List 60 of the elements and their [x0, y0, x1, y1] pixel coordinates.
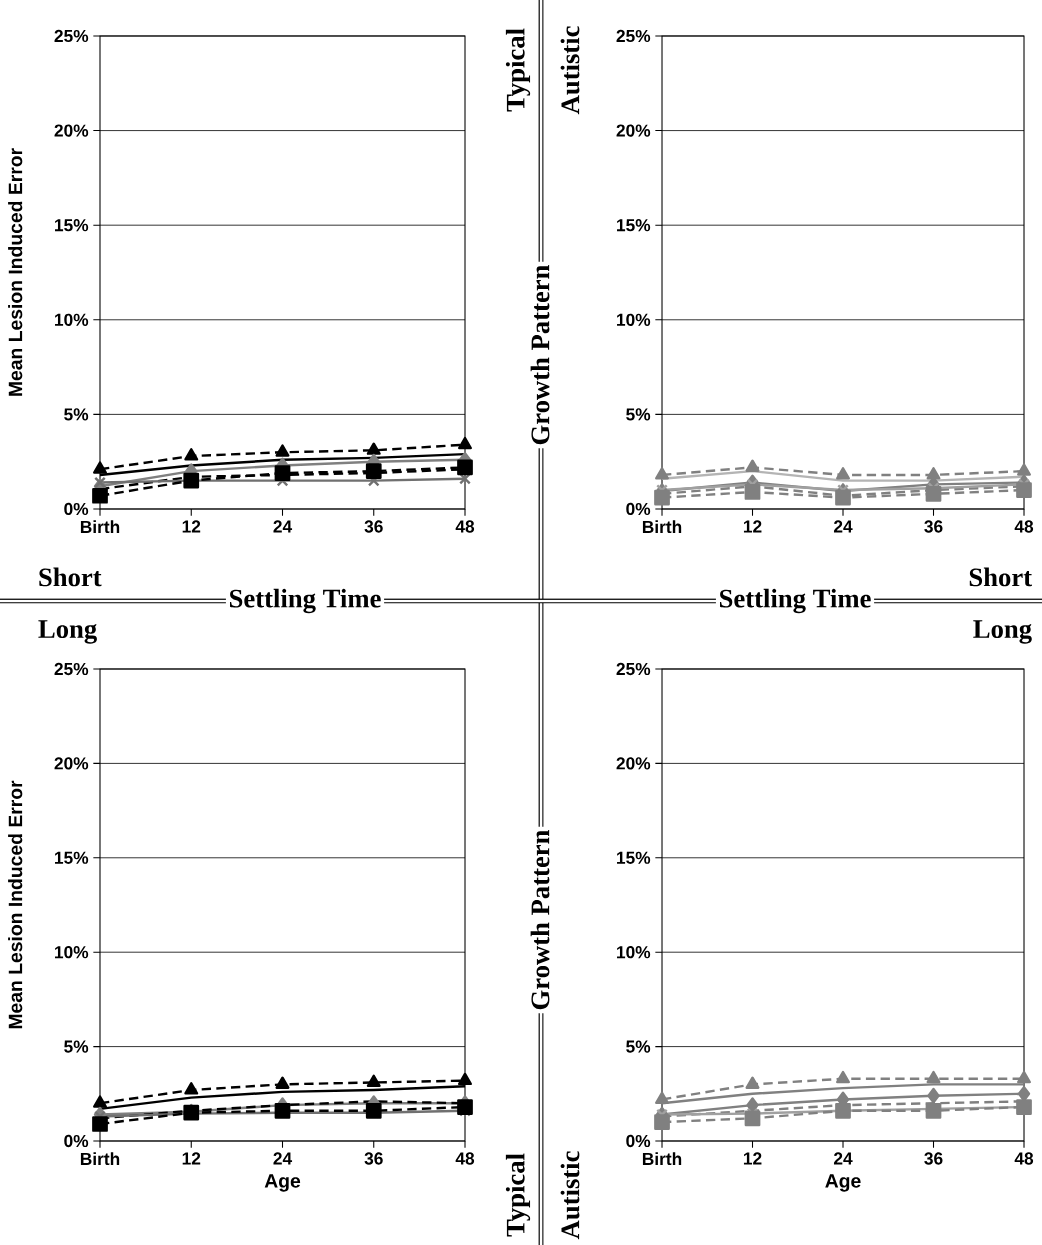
y-tick-label: 10%: [55, 313, 89, 326]
text: Growth Pattern: [530, 829, 550, 1010]
x-tick-label: 36: [924, 520, 943, 533]
y-tick-label: 0%: [64, 502, 89, 516]
y-axis-title: Mean Lesion Induced Error: [8, 148, 23, 396]
x-axis-title: Age: [825, 1174, 861, 1192]
text: Long: [38, 620, 97, 644]
y-tick-label: 5%: [64, 408, 89, 421]
x-tick-label: 36: [364, 520, 383, 533]
y-tick-label: 25%: [54, 662, 89, 676]
y-axis-title: Mean Lesion Induced Error: [8, 780, 23, 1029]
x-tick-label: 36: [924, 1152, 943, 1165]
y-tick-label: 25%: [616, 29, 651, 43]
y-tick-label: 15%: [617, 219, 651, 232]
text: Growth Pattern: [530, 264, 550, 445]
x-tick-label: 12: [743, 1152, 762, 1165]
y-tick-label: 25%: [54, 29, 89, 43]
text: Typical: [505, 28, 531, 112]
x-tick-label: Birth: [80, 1152, 120, 1166]
x-tick-label: 48: [1014, 520, 1034, 533]
x-axis-title: Age: [264, 1174, 301, 1192]
x-tick-label: 24: [273, 1152, 293, 1165]
text: Short: [39, 567, 102, 587]
y-tick-label: 5%: [626, 1040, 651, 1053]
y-tick-label: 5%: [64, 1040, 89, 1053]
text: Long: [973, 620, 1032, 644]
x-tick-label: Birth: [642, 520, 682, 534]
x-tick-label: 12: [182, 1152, 201, 1165]
y-tick-label: 20%: [616, 124, 651, 137]
text: Typical: [505, 1153, 531, 1237]
y-tick-label: 0%: [626, 502, 651, 516]
text: Autistic: [560, 1151, 580, 1240]
text: Short: [969, 567, 1032, 587]
y-tick-label: 20%: [54, 757, 89, 770]
x-tick-label: 12: [743, 520, 762, 533]
y-tick-label: 0%: [626, 1134, 651, 1148]
y-tick-label: 15%: [55, 851, 89, 864]
y-tick-label: 20%: [616, 757, 651, 770]
x-tick-label: 12: [182, 520, 201, 533]
x-tick-label: 48: [455, 1152, 475, 1165]
y-tick-label: 20%: [54, 124, 89, 137]
text: Settling Time: [230, 588, 381, 614]
x-tick-label: Birth: [80, 520, 120, 534]
y-tick-label: 10%: [617, 313, 651, 326]
y-tick-label: 15%: [55, 219, 89, 232]
text: Settling Time: [720, 588, 871, 614]
text: Autistic: [560, 26, 580, 115]
x-tick-label: Birth: [642, 1152, 682, 1166]
y-tick-label: 0%: [64, 1134, 89, 1148]
x-tick-label: 24: [833, 520, 853, 533]
y-tick-label: 5%: [626, 408, 651, 421]
y-tick-label: 25%: [616, 662, 651, 676]
x-tick-label: 24: [833, 1152, 853, 1165]
x-tick-label: 36: [364, 1152, 383, 1165]
y-tick-label: 10%: [55, 946, 89, 959]
y-tick-label: 10%: [617, 946, 651, 959]
y-tick-label: 15%: [617, 851, 651, 864]
x-tick-label: 48: [1014, 1152, 1034, 1165]
x-tick-label: 48: [455, 520, 475, 533]
x-tick-label: 24: [273, 520, 293, 533]
